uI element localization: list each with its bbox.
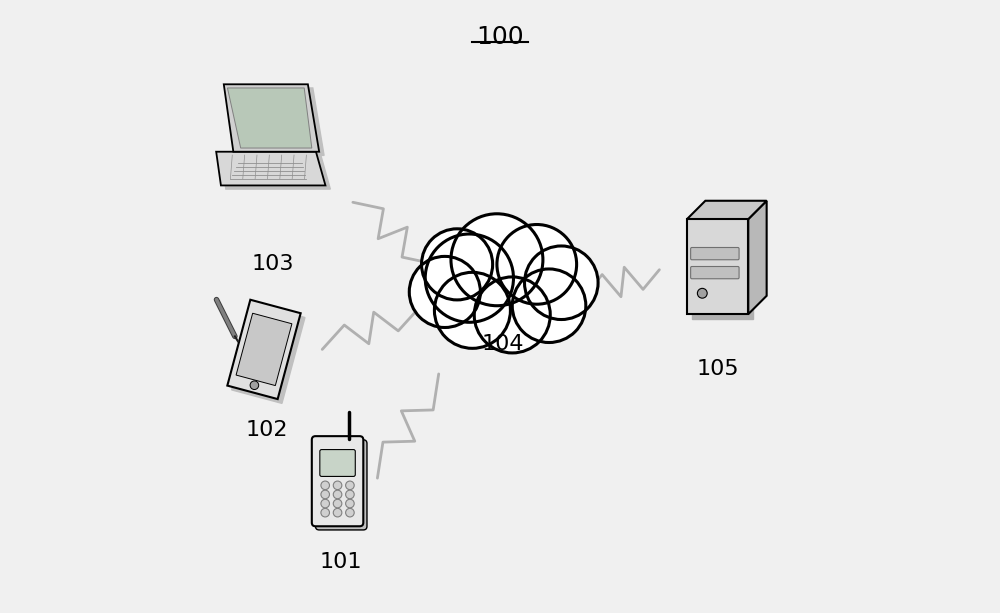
Text: 104: 104 bbox=[482, 334, 524, 354]
Text: 100: 100 bbox=[476, 25, 524, 48]
FancyBboxPatch shape bbox=[315, 440, 367, 530]
FancyBboxPatch shape bbox=[320, 449, 355, 476]
Text: 103: 103 bbox=[252, 254, 294, 275]
Circle shape bbox=[451, 214, 543, 306]
Circle shape bbox=[409, 256, 480, 327]
Circle shape bbox=[474, 277, 550, 353]
Circle shape bbox=[346, 508, 354, 517]
Text: 101: 101 bbox=[319, 552, 362, 572]
Circle shape bbox=[346, 490, 354, 499]
Circle shape bbox=[321, 499, 329, 508]
Polygon shape bbox=[236, 313, 292, 386]
Text: 102: 102 bbox=[246, 420, 288, 440]
Text: 105: 105 bbox=[696, 359, 739, 379]
FancyBboxPatch shape bbox=[691, 267, 739, 279]
Polygon shape bbox=[687, 219, 748, 314]
Polygon shape bbox=[692, 224, 753, 319]
Polygon shape bbox=[224, 85, 319, 152]
Circle shape bbox=[346, 481, 354, 490]
Circle shape bbox=[333, 508, 342, 517]
Circle shape bbox=[346, 499, 354, 508]
Circle shape bbox=[422, 229, 493, 300]
Circle shape bbox=[333, 481, 342, 490]
Polygon shape bbox=[229, 88, 324, 156]
Circle shape bbox=[333, 499, 342, 508]
Circle shape bbox=[333, 490, 342, 499]
Circle shape bbox=[434, 272, 510, 348]
Polygon shape bbox=[216, 152, 325, 186]
Polygon shape bbox=[748, 201, 767, 314]
Circle shape bbox=[497, 224, 577, 304]
Polygon shape bbox=[232, 304, 305, 403]
Circle shape bbox=[525, 246, 598, 319]
Polygon shape bbox=[687, 201, 767, 219]
FancyBboxPatch shape bbox=[691, 248, 739, 260]
Circle shape bbox=[512, 269, 586, 343]
FancyBboxPatch shape bbox=[312, 436, 363, 526]
Circle shape bbox=[425, 234, 513, 322]
Circle shape bbox=[321, 508, 329, 517]
Polygon shape bbox=[227, 88, 312, 148]
Circle shape bbox=[697, 288, 707, 298]
Circle shape bbox=[321, 490, 329, 499]
Polygon shape bbox=[227, 300, 301, 399]
Circle shape bbox=[250, 381, 259, 389]
Polygon shape bbox=[221, 156, 330, 189]
Circle shape bbox=[321, 481, 329, 490]
